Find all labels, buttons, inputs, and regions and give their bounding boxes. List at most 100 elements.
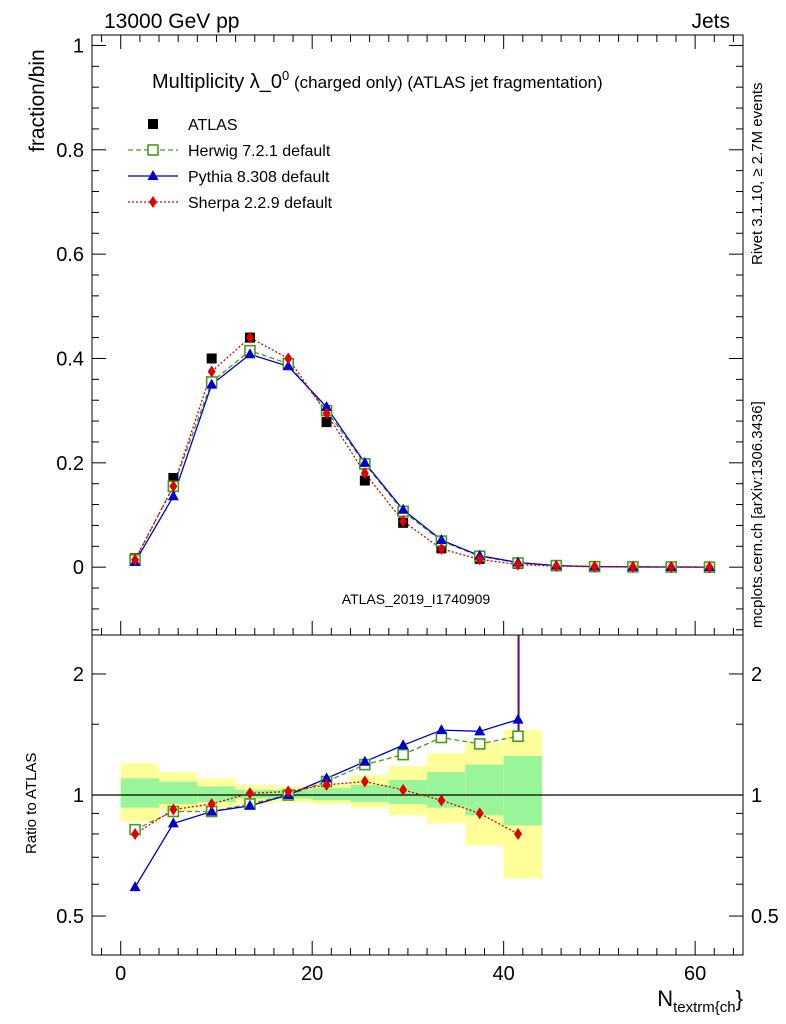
main-sherpa-point — [131, 553, 140, 566]
main-atlas-point — [359, 475, 370, 486]
x-axis-label-sub: textrm{ch — [673, 999, 736, 1016]
ratio-green-band-bin — [159, 781, 198, 804]
main-y-tick-label: 1 — [73, 35, 84, 57]
ratio-green-band-bin — [235, 789, 274, 799]
main-sherpa-point — [437, 542, 446, 555]
ratio-y-tick-label-right: 0.5 — [751, 906, 779, 928]
legend: ATLAS Herwig 7.2.1 default Pythia 8.308 de… — [128, 117, 333, 212]
ratio-pythia-point — [512, 713, 524, 724]
ratio-pythia-point — [474, 725, 486, 736]
main-sherpa-point — [360, 467, 369, 480]
main-pythia-point — [206, 378, 218, 389]
main-pythia-point — [282, 360, 294, 371]
main-plot-area — [129, 331, 716, 574]
x-axis-label-main: N — [657, 986, 673, 1011]
main-sherpa-point — [705, 561, 714, 574]
ratio-green-band-bin — [350, 784, 389, 803]
ratio-green-band-bin — [503, 756, 542, 826]
ratio-y-axis-label: Ratio to ATLAS — [23, 753, 40, 854]
ratio-green-band-bin — [388, 779, 428, 804]
main-y-tick-label: 0.8 — [56, 140, 84, 162]
header-right: Jets — [691, 10, 730, 33]
title-superscript: 0 — [282, 68, 289, 83]
x-tick-label: 0 — [115, 963, 126, 985]
main-sherpa-point — [590, 560, 599, 573]
mcplots-text: mcplots.cern.ch [arXiv:1306.3436] — [749, 401, 766, 628]
x-tick-label: 20 — [301, 963, 323, 985]
ratio-uncertainty-bands — [92, 730, 743, 879]
header-left: 13000 GeV pp — [104, 10, 239, 33]
legend-pythia-marker — [147, 170, 159, 180]
ratio-y-tick-label: 1 — [73, 785, 84, 807]
x-axis-label-end: } — [736, 986, 743, 1011]
ratio-sherpa-point — [131, 827, 140, 840]
ratio-pythia-point — [206, 805, 218, 816]
legend-herwig-label: Herwig 7.2.1 default — [188, 143, 331, 160]
ratio-y-tick-label-right: 1 — [751, 785, 762, 807]
ratio-sherpa-point — [360, 775, 369, 788]
main-y-tick-label: 0.6 — [56, 244, 84, 266]
ratio-herwig-point — [473, 738, 486, 750]
main-pythia-line — [134, 353, 710, 568]
ratio-green-band-bin — [465, 764, 504, 816]
main-pythia-point — [244, 348, 256, 359]
ratio-y-tick-label-right: 2 — [751, 664, 762, 686]
main-atlas-point — [206, 353, 217, 364]
ratio-pythia-point — [435, 724, 447, 735]
ratio-green-band-bin — [427, 772, 466, 808]
ratio-sherpa-point — [514, 827, 523, 840]
main-atlas-point — [168, 472, 179, 483]
legend-atlas-label: ATLAS — [188, 117, 238, 134]
ratio-pythia-point — [129, 881, 141, 892]
analysis-id-label: ATLAS_2019_I1740909 — [342, 591, 491, 607]
main-sherpa-point — [207, 365, 216, 378]
ratio-sherpa-point — [245, 787, 254, 800]
legend-sherpa-label: Sherpa 2.2.9 default — [188, 195, 333, 212]
ratio-herwig-line — [134, 735, 519, 831]
main-sherpa-point — [245, 331, 254, 344]
ratio-green-band-bin — [312, 788, 351, 801]
main-sherpa-point — [667, 561, 676, 574]
main-y-tick-label: 0.4 — [56, 348, 84, 370]
main-sherpa-point — [628, 560, 637, 573]
ratio-y-tick-label: 2 — [73, 664, 84, 686]
main-sherpa-line — [134, 336, 710, 568]
ratio-pythia-point — [397, 739, 409, 750]
title-rest: (charged only) (ATLAS jet fragmentation) — [289, 73, 602, 92]
ratio-sherpa-point — [284, 785, 293, 798]
main-sherpa-point — [322, 407, 331, 420]
legend-atlas-marker — [148, 119, 158, 129]
main-sherpa-point — [475, 553, 484, 566]
ratio-sherpa-point — [437, 794, 446, 807]
ratio-green-band-bin — [197, 786, 236, 803]
ratio-sherpa-point — [475, 807, 484, 820]
rivet-version-text: Rivet 3.1.10, ≥ 2.7M events — [749, 83, 766, 266]
main-y-tick-label: 0 — [73, 557, 84, 579]
plot-title: Multiplicity λ_00 (charged only) (ATLAS … — [152, 68, 603, 93]
main-sherpa-point — [514, 558, 523, 571]
ratio-sherpa-point — [322, 778, 331, 791]
ratio-herwig-point — [512, 730, 524, 743]
main-pythia-point — [397, 503, 409, 514]
ratio-sherpa-point — [207, 797, 216, 810]
ratio-green-band-bin — [120, 778, 160, 808]
legend-sherpa-marker — [149, 196, 157, 208]
x-tick-label: 60 — [684, 963, 706, 985]
legend-pythia-label: Pythia 8.308 default — [188, 169, 330, 186]
ratio-pythia-point — [359, 755, 371, 766]
ratio-sherpa-point — [169, 803, 178, 816]
main-sherpa-point — [552, 560, 561, 573]
ratio-pythia-point — [167, 817, 179, 828]
legend-herwig-marker — [147, 144, 159, 156]
main-herwig-line — [134, 349, 710, 568]
main-pythia-point — [359, 456, 371, 467]
x-axis-label: Ntextrm{ch} — [657, 986, 743, 1016]
main-atlas-point — [321, 417, 332, 428]
main-sherpa-point — [284, 352, 293, 365]
main-y-axis-label: fraction/bin — [26, 49, 49, 152]
title-main: Multiplicity λ_0 — [152, 71, 282, 93]
main-pythia-point — [435, 534, 447, 545]
main-sherpa-point — [169, 480, 178, 493]
ratio-herwig-point — [397, 748, 409, 761]
